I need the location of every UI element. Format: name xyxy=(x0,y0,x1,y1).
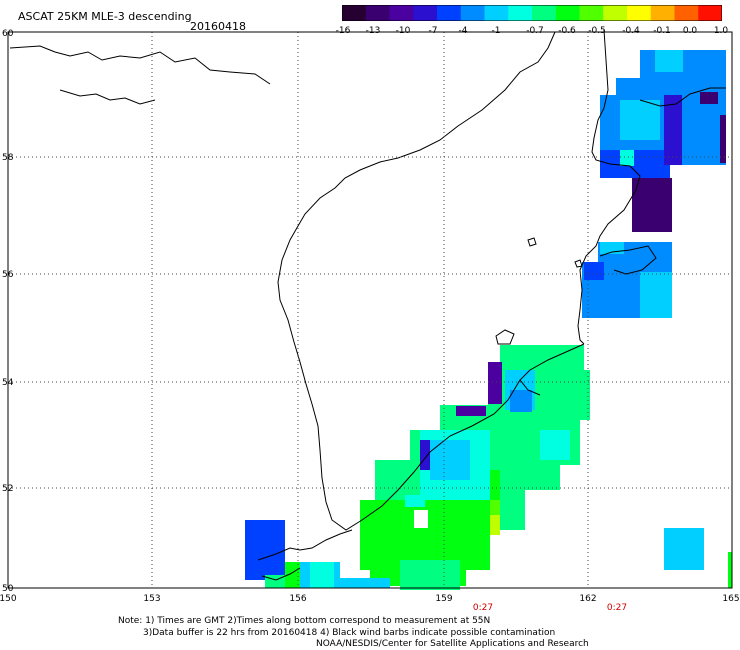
colorbar-tick: 1.0 xyxy=(713,26,729,36)
lat-lon-grid xyxy=(8,32,732,588)
lon-label: 150 xyxy=(0,594,17,604)
coastline xyxy=(9,29,726,581)
colorbar xyxy=(342,5,722,21)
colorbar-tick: -1 xyxy=(491,26,501,36)
colorbar-cell xyxy=(437,5,462,21)
map-date: 20160418 xyxy=(190,20,246,33)
colorbar-tick: -0.6 xyxy=(558,26,576,36)
colorbar-tick: -10 xyxy=(395,26,411,36)
lon-label: 165 xyxy=(722,594,739,604)
colorbar-tick: -0.1 xyxy=(653,26,671,36)
colorbar-cell xyxy=(627,5,652,21)
note-line-1: Note: 1) Times are GMT 2)Times along bot… xyxy=(118,616,491,626)
lat-label: 54 xyxy=(2,378,14,388)
colorbar-tick: 0.0 xyxy=(682,26,698,36)
lat-label: 60 xyxy=(2,29,14,39)
time-label: 0:27 xyxy=(473,603,493,613)
colorbar-cell xyxy=(508,5,533,21)
colorbar-cell xyxy=(650,5,675,21)
colorbar-cell xyxy=(698,5,722,21)
colorbar-ticks: -16 -13 -10 -7 -4 -1 -0.7 -0.6 -0.5 -0.4… xyxy=(335,26,735,38)
colorbar-cell xyxy=(389,5,414,21)
lat-label: 58 xyxy=(2,153,14,163)
lon-label: 153 xyxy=(143,594,160,604)
colorbar-tick: -0.7 xyxy=(526,26,544,36)
data-swath-bottom-left xyxy=(245,520,732,588)
lon-label: 159 xyxy=(435,594,452,604)
lat-label: 56 xyxy=(2,270,14,280)
lat-label: 52 xyxy=(2,484,13,494)
lat-label: 50 xyxy=(2,584,14,594)
map-title: ASCAT 25KM MLE-3 descending xyxy=(18,10,192,23)
colorbar-tick: -16 xyxy=(335,26,351,36)
colorbar-cell xyxy=(603,5,628,21)
note-line-3: NOAA/NESDIS/Center for Satellite Applica… xyxy=(316,639,589,649)
colorbar-tick: -4 xyxy=(458,26,468,36)
colorbar-cell xyxy=(532,5,557,21)
colorbar-tick: -13 xyxy=(365,26,381,36)
data-swath-mid xyxy=(582,242,672,318)
lon-label: 156 xyxy=(289,594,306,604)
colorbar-tick: -0.5 xyxy=(588,26,606,36)
colorbar-cell xyxy=(413,5,438,21)
colorbar-cell xyxy=(579,5,604,21)
colorbar-cell xyxy=(555,5,580,21)
colorbar-cell xyxy=(342,5,367,21)
note-line-2: 3)Data buffer is 22 hrs from 20160418 4)… xyxy=(143,628,556,638)
data-swath-south xyxy=(360,345,590,590)
data-swath-north xyxy=(600,50,726,232)
colorbar-cell xyxy=(674,5,699,21)
colorbar-cell xyxy=(365,5,390,21)
lon-label: 162 xyxy=(579,594,596,604)
colorbar-tick: -7 xyxy=(428,26,438,36)
map-frame xyxy=(7,31,733,589)
time-label: 0:27 xyxy=(607,603,627,613)
colorbar-tick: -0.4 xyxy=(622,26,640,36)
colorbar-cell xyxy=(484,5,509,21)
colorbar-cell xyxy=(460,5,485,21)
